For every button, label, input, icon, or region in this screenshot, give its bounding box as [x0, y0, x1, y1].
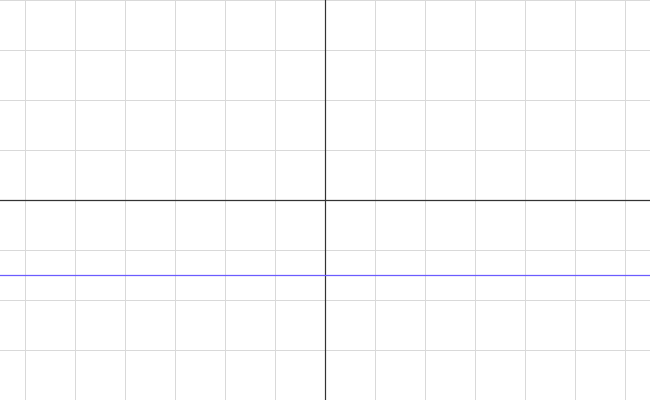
graph-canvas[interactable] [0, 0, 650, 400]
axes [0, 0, 650, 400]
